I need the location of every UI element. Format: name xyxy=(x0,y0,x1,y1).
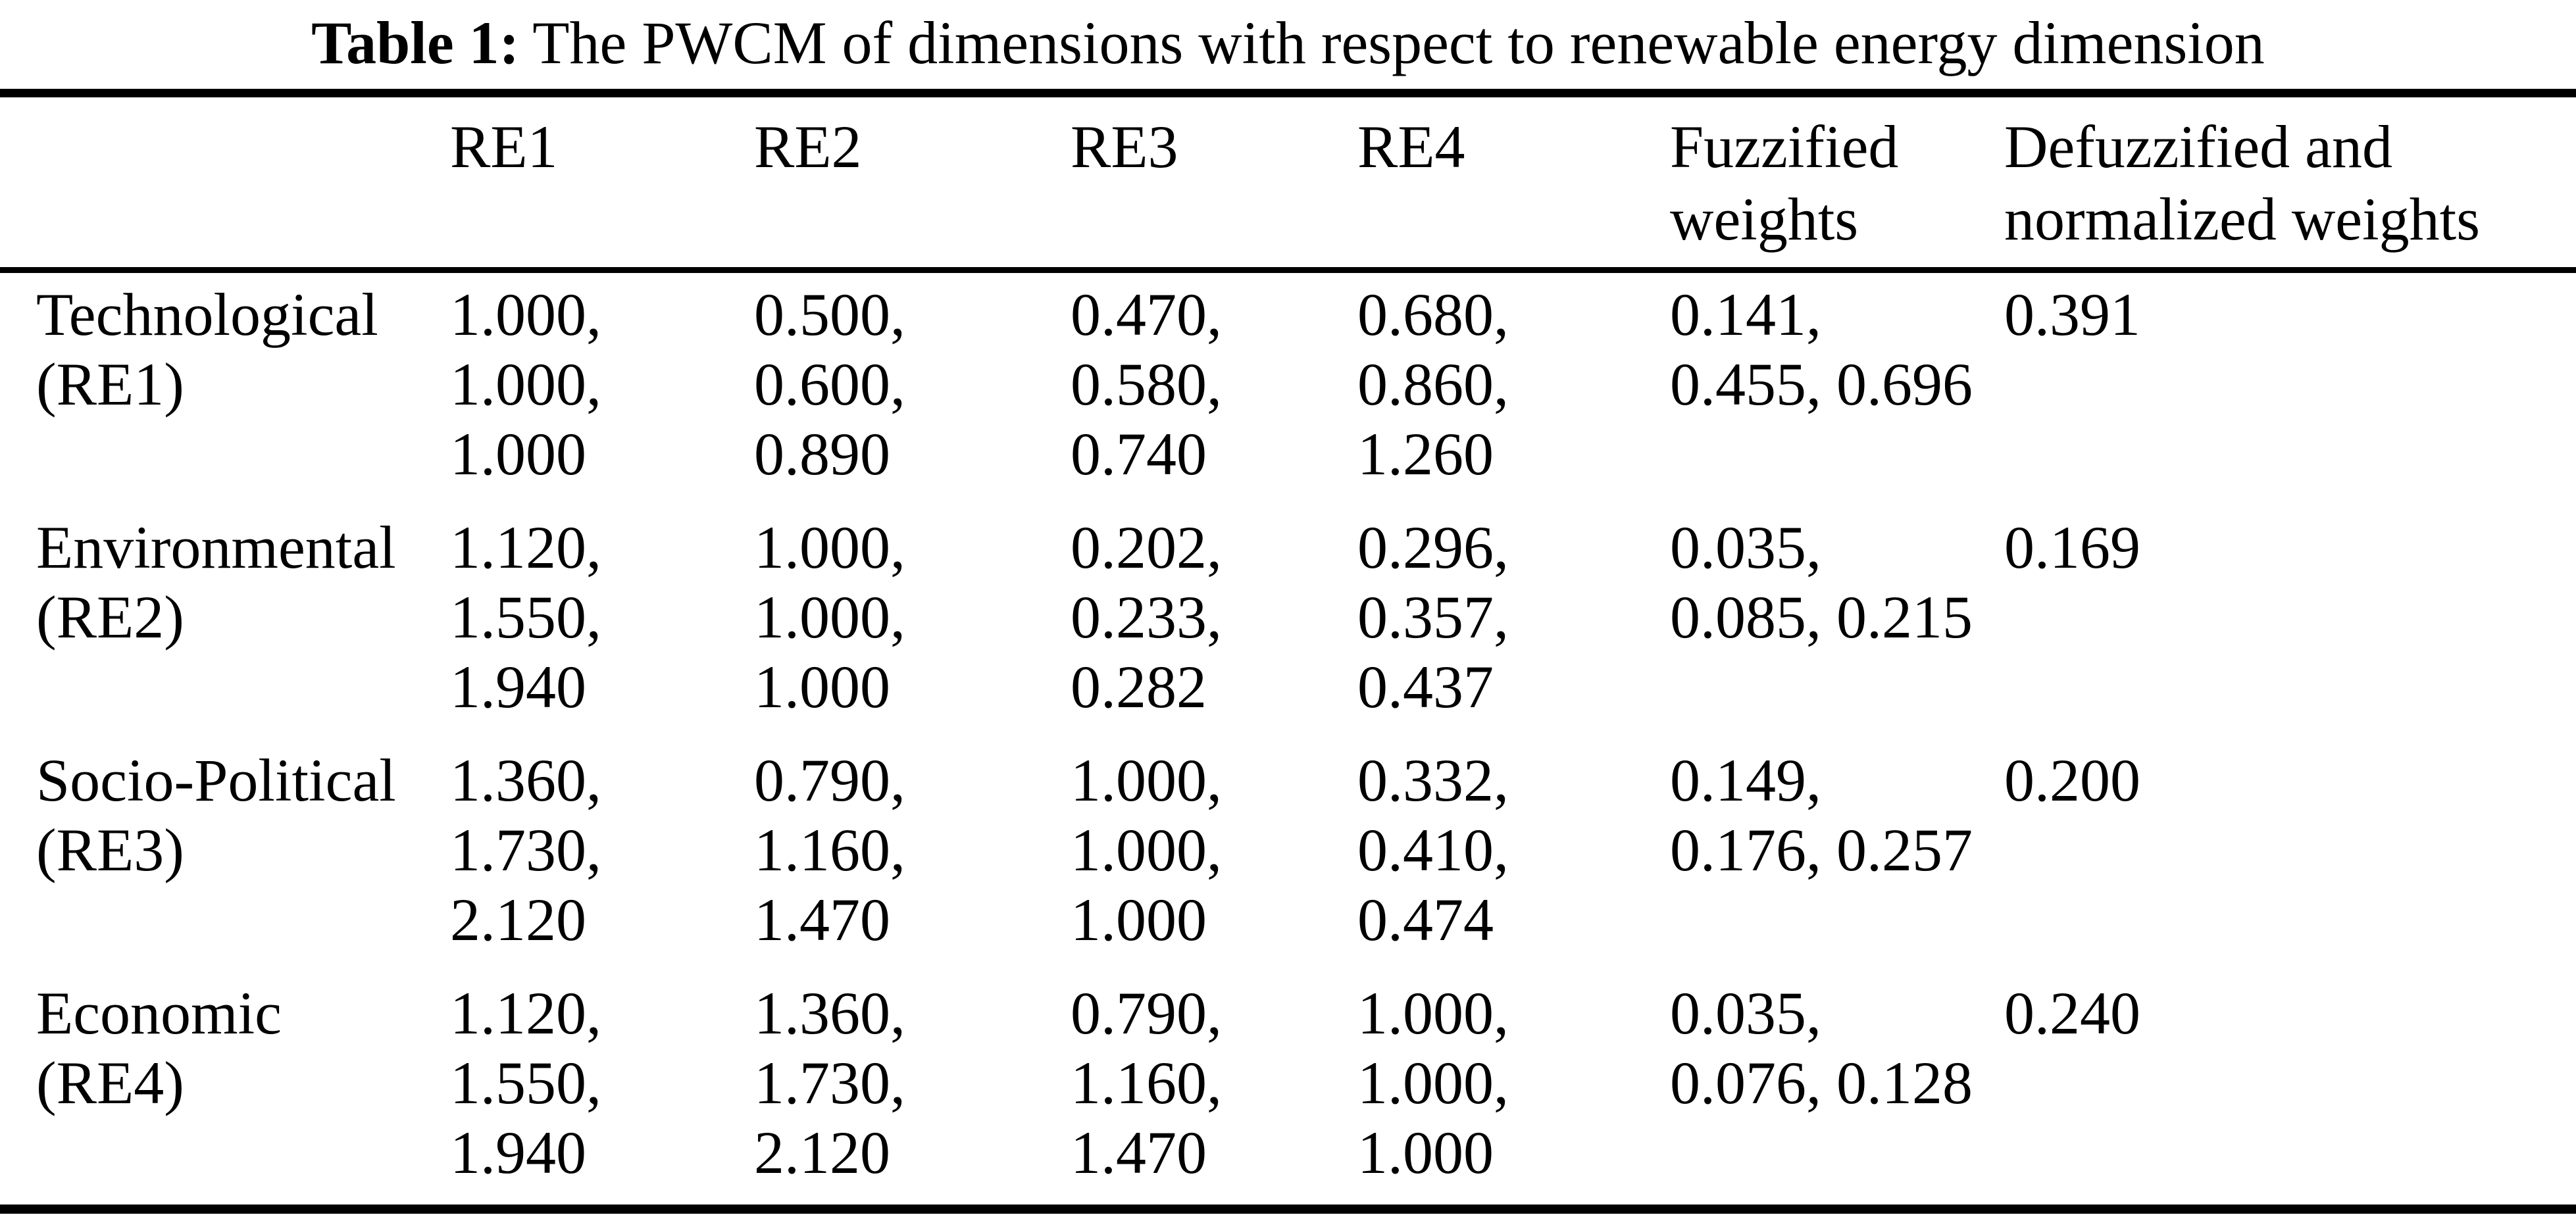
cell-defuzzified-weight: 0.240 xyxy=(2004,980,2140,1047)
cell-re4: 0.296, 0.357, 0.437 xyxy=(1357,514,1509,720)
col-header-re4: RE4 xyxy=(1357,93,1670,273)
cell-fuzzified-weights: 0.035, 0.076, 0.128 xyxy=(1670,980,1973,1116)
row-label: Technological (RE1) xyxy=(36,281,378,418)
pwcm-table: RE1 RE2 RE3 RE4 Fuzzified weights Defuzz… xyxy=(0,89,2576,1214)
col-header-blank xyxy=(0,93,450,273)
cell-re4: 0.332, 0.410, 0.474 xyxy=(1357,747,1509,953)
cell-re1: 1.000, 1.000, 1.000 xyxy=(450,281,601,487)
cell-defuzzified-weight: 0.391 xyxy=(2004,281,2140,348)
cell-re2: 1.000, 1.000, 1.000 xyxy=(754,514,905,720)
cell-re4: 1.000, 1.000, 1.000 xyxy=(1357,980,1509,1186)
cell-re3: 0.790, 1.160, 1.470 xyxy=(1071,980,1222,1186)
cell-re3: 1.000, 1.000, 1.000 xyxy=(1071,747,1222,953)
cell-re2: 1.360, 1.730, 2.120 xyxy=(754,980,905,1186)
cell-fuzzified-weights: 0.035, 0.085, 0.215 xyxy=(1670,514,1973,651)
col-header-defuzzified-normalized-weights: Defuzzified and normalized weights xyxy=(2004,93,2576,273)
col-header-fuzzified-weights: Fuzzified weights xyxy=(1670,93,2004,273)
table-header-row: RE1 RE2 RE3 RE4 Fuzzified weights Defuzz… xyxy=(0,93,2576,273)
table-caption: Table 1: The PWCM of dimensions with resp… xyxy=(0,7,2576,79)
table-row-economic: Economic (RE4) 1.120, 1.550, 1.940 1.360… xyxy=(0,972,2576,1209)
table-row-environmental: Environmental (RE2) 1.120, 1.550, 1.940 … xyxy=(0,506,2576,739)
cell-fuzzified-weights: 0.149, 0.176, 0.257 xyxy=(1670,747,1973,883)
table-caption-text: The PWCM of dimensions with respect to r… xyxy=(532,9,2265,76)
cell-defuzzified-weight: 0.169 xyxy=(2004,514,2140,581)
cell-re3: 0.202, 0.233, 0.282 xyxy=(1071,514,1222,720)
col-header-re1: RE1 xyxy=(450,93,754,273)
row-label: Economic (RE4) xyxy=(36,980,282,1116)
cell-re1: 1.120, 1.550, 1.940 xyxy=(450,514,601,720)
table-row-socio-political: Socio-Political (RE3) 1.360, 1.730, 2.12… xyxy=(0,739,2576,972)
cell-re1: 1.360, 1.730, 2.120 xyxy=(450,747,601,953)
table-row-technological: Technological (RE1) 1.000, 1.000, 1.000 … xyxy=(0,270,2576,507)
row-label: Socio-Political (RE3) xyxy=(36,747,396,883)
cell-re1: 1.120, 1.550, 1.940 xyxy=(450,980,601,1186)
row-label: Environmental (RE2) xyxy=(36,514,396,651)
cell-fuzzified-weights: 0.141, 0.455, 0.696 xyxy=(1670,281,1973,418)
cell-defuzzified-weight: 0.200 xyxy=(2004,747,2140,814)
cell-re2: 0.790, 1.160, 1.470 xyxy=(754,747,905,953)
col-header-re3: RE3 xyxy=(1071,93,1357,273)
cell-re2: 0.500, 0.600, 0.890 xyxy=(754,281,905,487)
col-header-re2: RE2 xyxy=(754,93,1071,273)
table-caption-label: Table 1: xyxy=(311,9,520,76)
cell-re4: 0.680, 0.860, 1.260 xyxy=(1357,281,1509,487)
cell-re3: 0.470, 0.580, 0.740 xyxy=(1071,281,1222,487)
